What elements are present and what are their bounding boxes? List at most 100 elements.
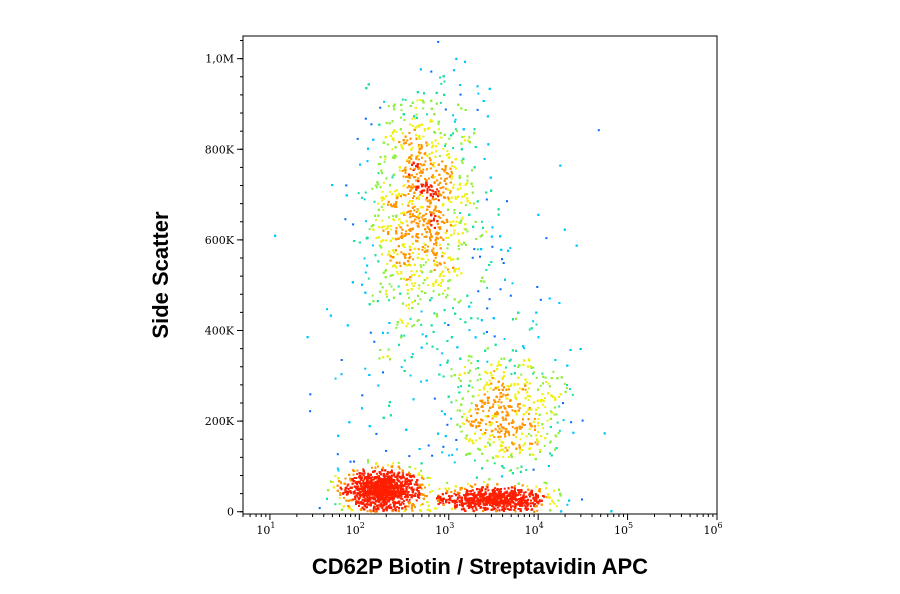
event-dot bbox=[368, 475, 371, 478]
event-dot bbox=[563, 382, 566, 385]
event-dot bbox=[529, 505, 532, 508]
event-dot bbox=[537, 502, 540, 505]
event-dot bbox=[461, 136, 464, 138]
event-dot bbox=[442, 214, 445, 217]
event-dot bbox=[497, 400, 500, 403]
event-dot bbox=[368, 477, 371, 480]
event-dot bbox=[406, 211, 409, 214]
event-dot bbox=[439, 284, 442, 287]
event-dot bbox=[485, 269, 488, 271]
event-dot bbox=[419, 504, 422, 507]
event-dot bbox=[398, 467, 401, 470]
event-dot bbox=[364, 191, 367, 194]
event-dot bbox=[421, 195, 424, 198]
event-dot bbox=[379, 487, 382, 490]
event-dot bbox=[411, 183, 414, 186]
event-dot bbox=[397, 272, 400, 275]
event-dot bbox=[444, 169, 447, 172]
event-dot bbox=[542, 427, 545, 430]
event-dot bbox=[523, 383, 526, 385]
event-dot bbox=[418, 483, 421, 486]
event-dot bbox=[343, 496, 345, 499]
event-dot bbox=[380, 473, 383, 476]
event-dot bbox=[379, 494, 382, 497]
event-dot bbox=[419, 163, 422, 166]
event-dot bbox=[448, 137, 451, 140]
event-dot bbox=[477, 290, 480, 293]
event-dot bbox=[481, 220, 483, 223]
event-dot bbox=[408, 132, 411, 134]
event-dot bbox=[486, 497, 489, 500]
event-dot bbox=[524, 388, 527, 391]
event-dot bbox=[318, 507, 321, 510]
event-dot bbox=[414, 467, 417, 470]
event-dot bbox=[400, 272, 403, 275]
event-dot bbox=[418, 151, 421, 154]
event-dot bbox=[450, 170, 453, 173]
event-dot bbox=[363, 478, 366, 481]
event-dot bbox=[392, 251, 395, 254]
event-dot bbox=[442, 270, 445, 273]
event-dot bbox=[477, 92, 480, 95]
event-dot bbox=[439, 216, 442, 219]
event-dot bbox=[484, 491, 487, 494]
event-dot bbox=[408, 498, 411, 501]
event-dot bbox=[412, 252, 414, 254]
event-dot bbox=[347, 507, 350, 510]
event-dot bbox=[406, 158, 409, 161]
event-dot bbox=[371, 294, 374, 297]
event-dot bbox=[496, 501, 499, 504]
event-dot bbox=[431, 176, 434, 179]
event-dot bbox=[390, 492, 393, 495]
event-dot bbox=[446, 423, 449, 426]
event-dot bbox=[523, 491, 526, 494]
event-dot bbox=[371, 244, 374, 247]
event-dot bbox=[455, 399, 458, 402]
event-dot bbox=[409, 374, 412, 377]
event-dot bbox=[463, 135, 466, 138]
event-dot bbox=[427, 245, 429, 248]
event-dot bbox=[497, 412, 500, 415]
event-dot bbox=[467, 420, 470, 423]
event-dot bbox=[513, 442, 516, 445]
event-dot bbox=[426, 476, 429, 479]
event-dot bbox=[493, 370, 496, 373]
event-dot bbox=[404, 194, 407, 197]
event-dot bbox=[349, 477, 352, 480]
event-dot bbox=[395, 266, 398, 269]
event-dot bbox=[388, 506, 391, 509]
event-dot bbox=[459, 318, 462, 321]
event-dot bbox=[455, 448, 458, 451]
event-dot bbox=[475, 508, 478, 511]
event-dot bbox=[405, 230, 407, 233]
event-dot bbox=[404, 491, 407, 494]
event-dot bbox=[420, 266, 423, 269]
event-dot bbox=[456, 216, 459, 219]
event-dot bbox=[364, 220, 367, 223]
event-dot bbox=[493, 462, 496, 465]
event-dot bbox=[405, 487, 408, 490]
event-dot bbox=[437, 40, 440, 43]
event-dot bbox=[488, 443, 491, 445]
event-dot bbox=[581, 419, 584, 422]
event-dot bbox=[503, 487, 506, 490]
event-dot bbox=[391, 148, 394, 151]
event-dot bbox=[452, 307, 454, 310]
event-dot bbox=[415, 499, 418, 502]
event-dot bbox=[463, 413, 466, 416]
event-dot bbox=[417, 303, 420, 305]
event-dot bbox=[453, 120, 456, 123]
event-dot bbox=[445, 187, 448, 190]
event-dot bbox=[509, 247, 512, 249]
event-dot bbox=[534, 441, 537, 444]
event-dot bbox=[516, 467, 519, 470]
event-dot bbox=[430, 70, 433, 73]
event-dot bbox=[357, 192, 360, 195]
event-dot bbox=[455, 506, 458, 508]
event-dot bbox=[440, 410, 443, 413]
event-dot bbox=[534, 503, 537, 505]
event-dot bbox=[364, 367, 367, 370]
event-dot bbox=[420, 469, 422, 472]
event-dot bbox=[422, 183, 425, 186]
event-dot bbox=[414, 282, 417, 285]
